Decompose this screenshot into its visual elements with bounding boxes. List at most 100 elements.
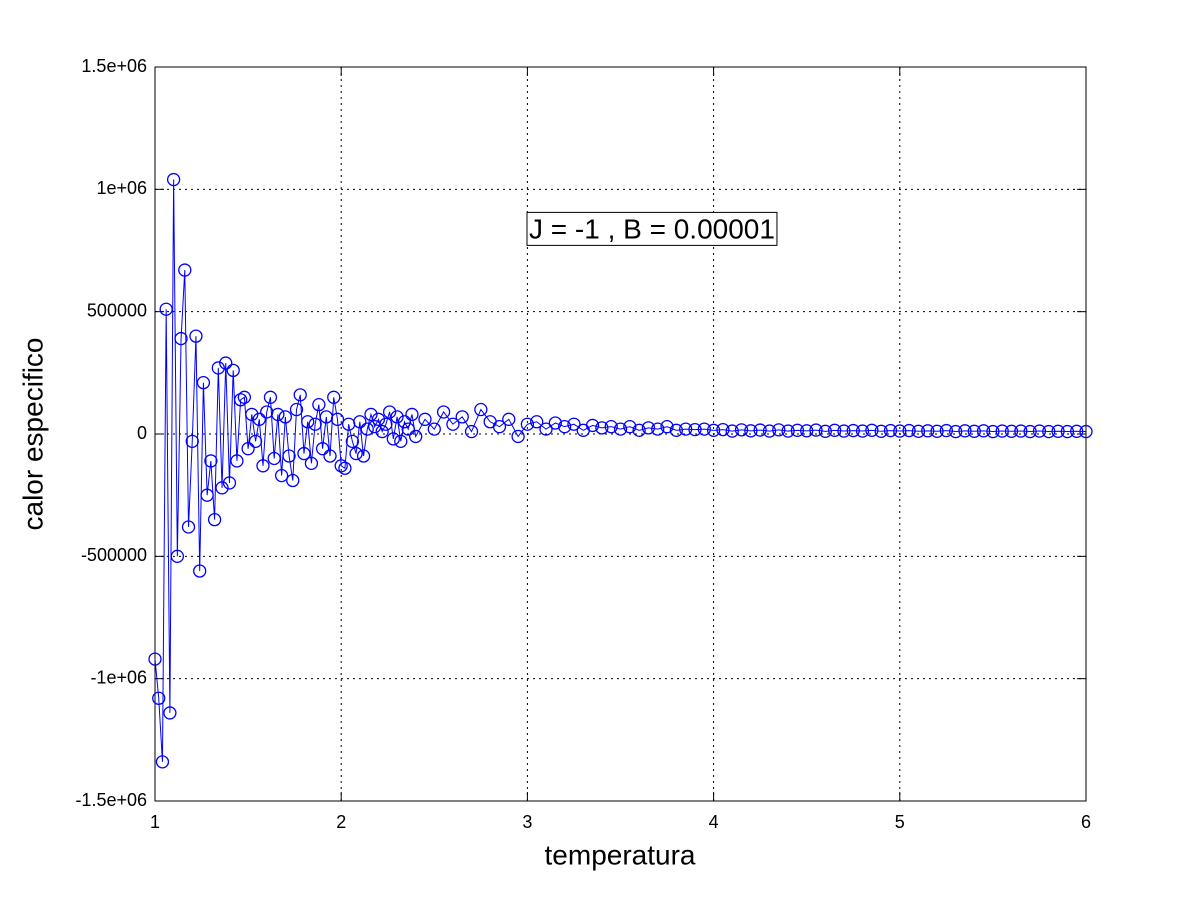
data-point [725, 424, 739, 438]
plot-frame [154, 66, 1087, 802]
data-point [418, 412, 432, 426]
data-point [1060, 424, 1075, 439]
data-point [688, 422, 702, 437]
data-point [902, 423, 916, 438]
data-point [189, 329, 203, 343]
data-point [166, 172, 181, 187]
data-point [893, 424, 907, 438]
data-point [152, 691, 166, 705]
data-point [1042, 424, 1056, 439]
data-point [379, 417, 393, 431]
data-point [375, 424, 389, 439]
data-point [308, 417, 322, 431]
data-point [230, 454, 244, 468]
data-point [976, 424, 991, 438]
data-point [371, 412, 386, 426]
data-point [304, 456, 319, 471]
data-point [530, 415, 544, 429]
data-point [222, 476, 237, 490]
data-point [248, 434, 263, 448]
data-point [967, 424, 981, 438]
data-point [196, 375, 211, 390]
data-point [921, 424, 935, 438]
data-point [252, 412, 266, 426]
x-tick-label: 3 [522, 812, 532, 832]
data-point [349, 446, 363, 461]
data-point [211, 361, 225, 375]
data-point [753, 423, 767, 437]
data-point [338, 461, 352, 475]
data-point [267, 451, 281, 466]
data-point [286, 473, 300, 488]
data-point [809, 423, 823, 437]
data-point [613, 422, 628, 436]
data-point [330, 412, 345, 426]
data-point [995, 424, 1009, 438]
y-tick-label: -1.5e+06 [75, 790, 147, 810]
data-point [327, 390, 341, 404]
data-point [623, 420, 637, 434]
data-point [939, 423, 953, 438]
data-point [245, 407, 259, 422]
data-point [234, 393, 248, 407]
data-point [772, 423, 786, 437]
data-point [1051, 424, 1065, 438]
data-point [1014, 424, 1028, 438]
data-point [148, 652, 162, 666]
data-point [159, 302, 173, 316]
data-point [697, 422, 711, 436]
data-point [604, 420, 618, 434]
data-point [1070, 424, 1084, 438]
data-point [163, 706, 177, 720]
data-point [297, 446, 311, 461]
data-point [207, 512, 222, 527]
y-tick-label: -1e+06 [90, 667, 147, 687]
y-tick-label: 1e+06 [96, 178, 147, 198]
y-tick-label: -500000 [81, 545, 147, 565]
data-point [455, 410, 469, 424]
data-point [846, 423, 860, 438]
data-point [818, 424, 832, 438]
data-point [271, 407, 285, 422]
data-point [651, 422, 665, 436]
data-point [539, 422, 553, 436]
data-point [315, 442, 330, 456]
data-point [226, 363, 240, 378]
data-point [215, 481, 229, 495]
data-point [986, 424, 1000, 439]
data-point [360, 422, 374, 436]
data-point [401, 422, 415, 436]
data-point [474, 402, 488, 417]
data-point [800, 424, 814, 438]
data-point [241, 442, 255, 456]
data-point [762, 424, 777, 438]
data-point [734, 423, 749, 437]
data-point [405, 407, 419, 422]
data-point [641, 421, 656, 435]
data-point [170, 549, 184, 563]
data-point [200, 488, 214, 502]
data-point [382, 405, 397, 419]
data-point [958, 424, 972, 438]
data-point [334, 459, 348, 473]
data-point [511, 429, 525, 444]
data-point [557, 420, 572, 434]
data-point [632, 423, 646, 437]
data-point [595, 421, 609, 435]
data-point [356, 449, 371, 463]
data-point [585, 418, 600, 433]
data-point [1004, 424, 1019, 438]
data-point [397, 415, 412, 429]
x-tick-label: 6 [1081, 812, 1091, 832]
data-point [1079, 424, 1093, 439]
data-point [174, 331, 188, 346]
x-tick-label: 4 [709, 812, 719, 832]
data-point [837, 424, 851, 438]
data-point [930, 424, 944, 438]
data-point [427, 422, 441, 436]
annotation-box [526, 211, 778, 246]
y-tick-label: 1.5e+06 [81, 56, 147, 76]
data-point [204, 454, 218, 468]
